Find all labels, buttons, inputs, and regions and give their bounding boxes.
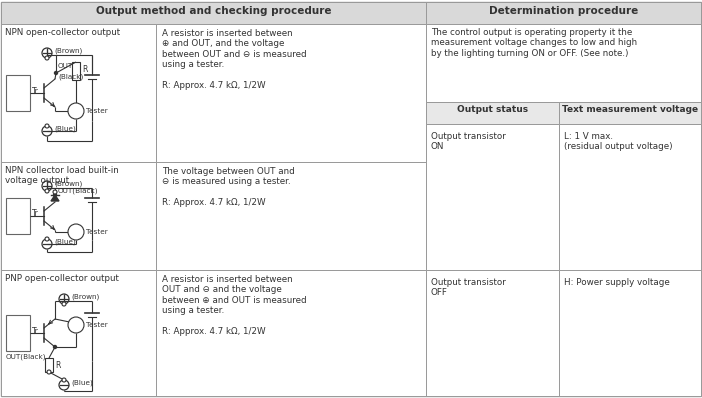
Bar <box>1 2 426 24</box>
Circle shape <box>53 345 56 349</box>
Bar <box>6 75 30 111</box>
Text: Tester: Tester <box>86 108 107 114</box>
Text: (Brown): (Brown) <box>54 48 82 54</box>
Text: NPN collector load built-in
voltage output: NPN collector load built-in voltage outp… <box>5 166 119 185</box>
Text: Tr: Tr <box>32 209 39 219</box>
Bar <box>156 24 426 162</box>
Bar <box>559 124 701 270</box>
Text: Tr: Tr <box>32 86 39 96</box>
Text: (Brown): (Brown) <box>54 181 82 187</box>
Bar <box>426 24 701 102</box>
Bar <box>45 358 53 372</box>
Text: H: Power supply voltage: H: Power supply voltage <box>564 278 670 287</box>
Bar <box>426 270 559 396</box>
Text: Output transistor
ON: Output transistor ON <box>431 132 506 151</box>
Text: (Blue): (Blue) <box>71 380 93 386</box>
Bar <box>559 102 701 124</box>
Text: (Brown): (Brown) <box>71 294 99 300</box>
Circle shape <box>62 378 66 382</box>
Text: R: R <box>55 361 60 369</box>
Bar <box>559 270 701 396</box>
Text: Tester: Tester <box>86 322 107 328</box>
Bar <box>426 124 559 270</box>
Text: V: V <box>74 320 79 330</box>
Circle shape <box>53 190 57 194</box>
Text: OUT: OUT <box>58 63 73 69</box>
Text: Determination procedure: Determination procedure <box>489 6 638 16</box>
Text: Text measurement voltage: Text measurement voltage <box>562 105 698 114</box>
Bar <box>426 102 559 124</box>
Bar <box>6 198 30 234</box>
Circle shape <box>62 302 66 306</box>
Bar <box>6 315 30 351</box>
Text: (Blue): (Blue) <box>54 239 76 245</box>
Text: OUT(Black): OUT(Black) <box>6 353 46 359</box>
Text: Output transistor
OFF: Output transistor OFF <box>431 278 506 297</box>
Text: The voltage between OUT and
⊖ is measured using a tester.

R: Approx. 4.7 kΩ, 1/: The voltage between OUT and ⊖ is measure… <box>162 167 295 207</box>
Text: L: 1 V max.
(residual output voltage): L: 1 V max. (residual output voltage) <box>564 132 673 151</box>
Bar <box>1 270 156 396</box>
Circle shape <box>45 237 49 241</box>
Text: (Blue): (Blue) <box>54 126 76 132</box>
Bar <box>1 162 156 270</box>
Text: Tr: Tr <box>32 326 39 336</box>
Text: V: V <box>74 228 79 236</box>
Circle shape <box>47 370 51 374</box>
Bar <box>156 270 426 396</box>
Text: Output method and checking procedure: Output method and checking procedure <box>95 6 331 16</box>
Bar <box>1 24 156 162</box>
Circle shape <box>68 224 84 240</box>
Text: A resistor is inserted between
OUT and ⊖ and the voltage
between ⊕ and OUT is me: A resistor is inserted between OUT and ⊖… <box>162 275 307 336</box>
Text: OUT(Black): OUT(Black) <box>58 187 98 194</box>
Bar <box>426 2 701 24</box>
Circle shape <box>68 103 84 119</box>
Bar <box>72 62 80 80</box>
Bar <box>156 162 426 270</box>
Circle shape <box>55 72 58 74</box>
Text: (Black): (Black) <box>58 74 84 80</box>
Text: A resistor is inserted between
⊕ and OUT, and the voltage
between OUT and ⊖ is m: A resistor is inserted between ⊕ and OUT… <box>162 29 307 90</box>
Circle shape <box>45 189 49 193</box>
Text: Output status: Output status <box>457 105 528 114</box>
Circle shape <box>68 317 84 333</box>
Text: NPN open-collector output: NPN open-collector output <box>5 28 120 37</box>
Polygon shape <box>51 195 59 201</box>
Circle shape <box>53 193 56 197</box>
Text: Tester: Tester <box>86 229 107 235</box>
Text: R: R <box>82 64 87 74</box>
Circle shape <box>45 56 49 60</box>
Circle shape <box>45 124 49 128</box>
Text: PNP open-collector output: PNP open-collector output <box>5 274 119 283</box>
Text: V: V <box>74 107 79 115</box>
Text: The control output is operating property it the
measurement voltage changes to l: The control output is operating property… <box>431 28 637 58</box>
